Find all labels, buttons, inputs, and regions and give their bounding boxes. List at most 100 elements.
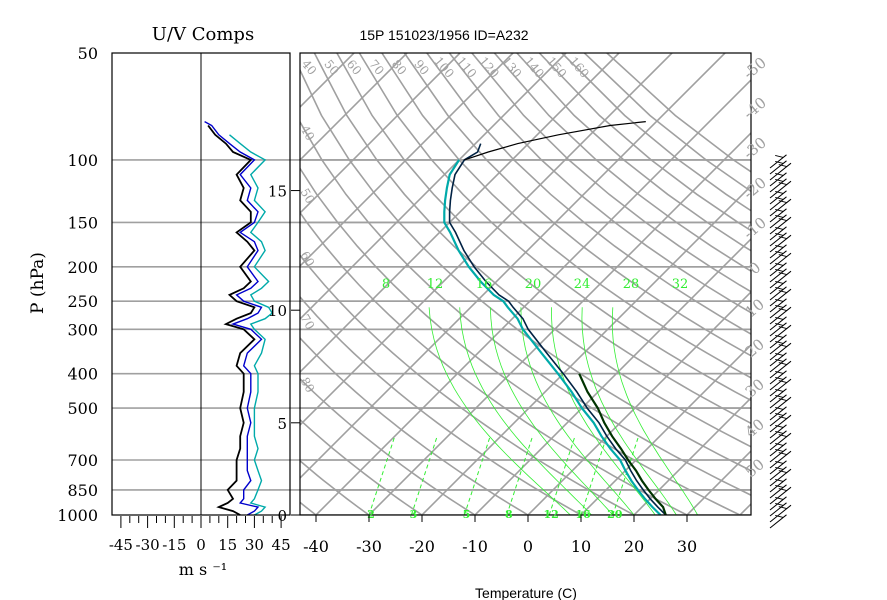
wind-barb — [769, 496, 787, 511]
wind-barb-flag — [775, 358, 784, 362]
pressure-tick-label: 500 — [67, 399, 98, 418]
isotherm — [633, 396, 751, 515]
wind-barb-flag — [775, 190, 784, 194]
wind-barb — [769, 280, 787, 295]
wind-barb — [769, 252, 792, 271]
dry-adiabat — [300, 68, 751, 472]
wind-barb — [769, 298, 787, 313]
theta-e-label: 24 — [574, 277, 591, 292]
wind-barb-flag — [775, 262, 784, 266]
wind-barb-flag — [778, 344, 787, 348]
moist-adiabat — [459, 307, 592, 515]
isotherm — [421, 184, 751, 515]
wind-barb-flag — [775, 178, 784, 182]
wind-barb-flag — [778, 236, 787, 240]
mixing-ratio-label: 12 — [544, 508, 559, 521]
wind-barb — [769, 286, 787, 301]
wind-barb-flag — [775, 502, 784, 506]
wind-barb-flag — [778, 164, 787, 168]
wind-barbs — [769, 154, 792, 529]
wind-barb-flag — [775, 244, 784, 248]
temperature-tick-label: 0 — [523, 537, 533, 556]
wind-barb-flag — [778, 470, 787, 474]
upper-temperature-line — [464, 121, 646, 161]
wind-barb — [769, 504, 792, 523]
wind-tick-label: -45 — [109, 536, 133, 554]
wind-barb — [769, 154, 787, 169]
wind-barb — [769, 190, 787, 205]
temperature-tick-label: -40 — [303, 537, 329, 556]
wind-barb — [769, 370, 787, 385]
wind-barb — [769, 352, 787, 367]
pressure-tick-label: 1000 — [57, 506, 98, 525]
wind-barb-flag — [775, 412, 784, 416]
wind-barb-flag — [778, 254, 787, 258]
wind-barb — [769, 358, 787, 373]
y-axis-label: P (hPa) — [28, 252, 48, 314]
moist-adiabat — [428, 307, 571, 515]
moist-adiabat — [520, 307, 635, 515]
wind-barb-flag — [775, 268, 784, 272]
wind-barb-flag — [775, 280, 784, 284]
dry-adiabat — [313, 53, 751, 448]
wind-barb-flag — [778, 380, 787, 384]
wind-barb — [769, 466, 787, 481]
dry-adiabat — [381, 53, 751, 379]
dry-adiabat — [358, 53, 751, 402]
uv-series-line — [207, 124, 256, 516]
temperature-tick-label: -10 — [462, 537, 488, 556]
pressure-tick-label: 300 — [67, 320, 98, 339]
wind-barb-flag — [775, 154, 784, 158]
wind-barb — [769, 468, 792, 487]
isotherm — [300, 53, 514, 268]
wind-barb-flag — [775, 514, 784, 518]
wind-barb — [769, 268, 787, 283]
dry-adiabat — [300, 166, 741, 515]
isotherm — [300, 53, 620, 374]
uv-panel-title: U/V Comps — [152, 24, 254, 45]
wind-barb — [769, 232, 787, 247]
wind-barb-flag — [778, 182, 787, 186]
isotherm — [300, 53, 673, 427]
isotherm — [315, 78, 751, 515]
uv-series-line — [204, 120, 263, 516]
isotherm — [527, 290, 751, 515]
wind-barb-flag — [775, 160, 784, 164]
height-label: 10 — [268, 302, 287, 320]
wind-barb — [769, 324, 792, 343]
pressure-tick-label: 700 — [67, 451, 98, 470]
moist-adiabat — [581, 307, 677, 515]
wind-barb — [769, 322, 787, 337]
wind-barb-flag — [775, 352, 784, 356]
parcel-line — [578, 373, 667, 515]
dewpoint-line — [443, 159, 662, 515]
pressure-tick-label: 850 — [67, 481, 98, 500]
temperature-tick-label: 20 — [624, 537, 644, 556]
isotherm — [300, 53, 726, 480]
temperature-tick-label: 30 — [677, 537, 697, 556]
dry-adiabat — [426, 53, 751, 335]
pressure-axis-labels: 50 100 150 200 250 300 400 500 700 850 1000 — [57, 44, 98, 525]
wind-barb — [769, 334, 787, 349]
x-axis-units: m s ⁻¹ — [179, 560, 227, 579]
wind-barb-flag — [778, 506, 787, 510]
wind-barb — [769, 414, 792, 433]
wind-barb — [769, 396, 792, 415]
dry-adiabat — [336, 53, 751, 425]
dry-adiabat — [448, 53, 751, 314]
wind-barb — [769, 198, 792, 217]
isotherm — [580, 343, 751, 515]
wind-barb — [769, 448, 787, 463]
wind-barb-flag — [775, 376, 784, 380]
wind-barb-flag — [775, 316, 784, 320]
wind-barb — [769, 442, 787, 457]
mixing-ratio-label: 5 — [463, 508, 471, 521]
wind-barb-flag — [775, 460, 784, 464]
temperature-tick-label: -30 — [356, 537, 382, 556]
dry-adiabat — [471, 53, 751, 293]
pressure-tick-label: 250 — [67, 292, 98, 311]
moist-adiabat — [611, 307, 698, 515]
height-label: 5 — [277, 415, 287, 433]
adiabat-label: 60 — [298, 249, 318, 269]
